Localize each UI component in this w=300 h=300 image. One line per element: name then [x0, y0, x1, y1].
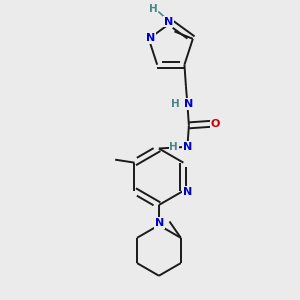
Text: N: N	[184, 99, 194, 109]
Text: N: N	[155, 218, 164, 228]
Text: H: H	[170, 99, 179, 109]
Text: N: N	[146, 33, 155, 43]
Text: N: N	[183, 187, 192, 197]
Text: N: N	[183, 142, 193, 152]
Text: O: O	[211, 119, 220, 129]
Text: H: H	[148, 4, 157, 14]
Text: H: H	[169, 142, 178, 152]
Text: N: N	[164, 16, 173, 27]
